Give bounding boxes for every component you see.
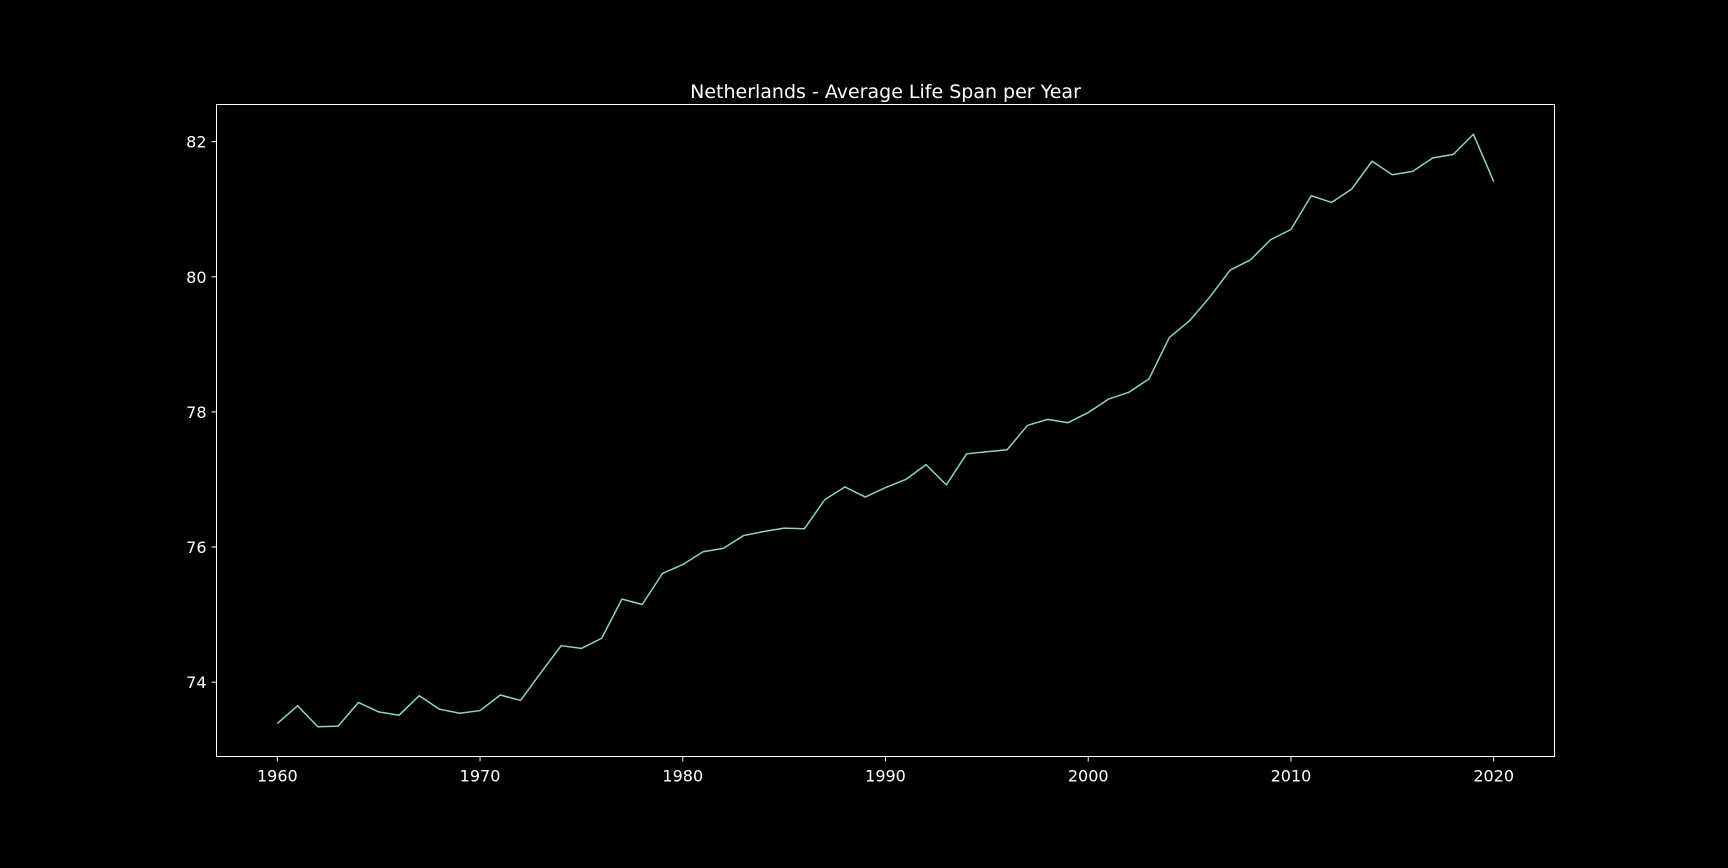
y-tick-label: 78 [186,403,206,422]
x-tick-label: 2000 [1068,767,1109,786]
x-tick-label: 1960 [257,767,298,786]
x-tick-label: 2020 [1473,767,1514,786]
x-tick-label: 2010 [1271,767,1312,786]
x-tick-label: 1990 [865,767,906,786]
x-axis: 1960 1970 1980 1990 2000 2010 2020 [257,757,1514,786]
y-tick-label: 82 [186,133,206,152]
y-tick-label: 80 [186,268,206,287]
chart-title: Netherlands - Average Life Span per Year [690,81,1081,103]
x-tick-label: 1970 [460,767,501,786]
plot-area [277,134,1493,727]
x-tick-label: 1980 [662,767,703,786]
series-line [277,134,1493,727]
axes-frame [217,105,1555,757]
y-tick-label: 74 [186,673,206,692]
y-tick-label: 76 [186,538,206,557]
y-axis: 74 76 78 80 82 [186,133,216,693]
